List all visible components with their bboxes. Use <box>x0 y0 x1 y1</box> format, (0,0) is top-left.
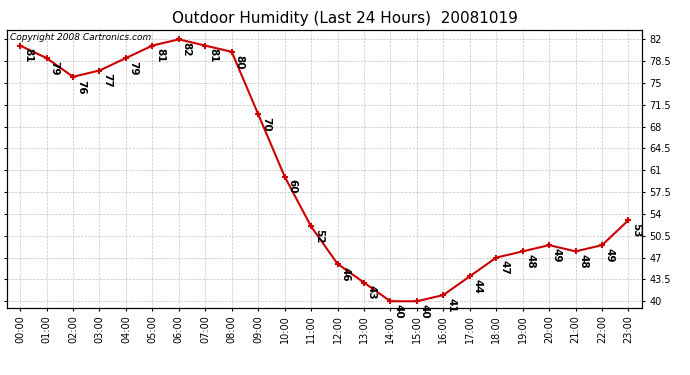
Text: 82: 82 <box>181 42 192 57</box>
Text: 80: 80 <box>235 55 244 69</box>
Text: 79: 79 <box>50 61 59 75</box>
Text: 48: 48 <box>578 254 589 269</box>
Text: Copyright 2008 Cartronics.com: Copyright 2008 Cartronics.com <box>10 33 151 42</box>
Text: 49: 49 <box>552 248 562 262</box>
Text: 52: 52 <box>314 229 324 244</box>
Text: 81: 81 <box>208 48 218 63</box>
Text: 70: 70 <box>261 117 271 132</box>
Text: 47: 47 <box>499 260 509 275</box>
Text: 48: 48 <box>526 254 535 269</box>
Text: 49: 49 <box>605 248 615 262</box>
Text: 40: 40 <box>393 304 403 319</box>
Text: 41: 41 <box>446 298 456 312</box>
Text: 43: 43 <box>367 285 377 300</box>
Text: 46: 46 <box>340 267 351 281</box>
Text: 44: 44 <box>473 279 482 294</box>
Text: 76: 76 <box>76 80 86 94</box>
Text: Outdoor Humidity (Last 24 Hours)  20081019: Outdoor Humidity (Last 24 Hours) 2008101… <box>172 11 518 26</box>
Text: 60: 60 <box>288 179 297 194</box>
Text: 81: 81 <box>155 48 165 63</box>
Text: 79: 79 <box>129 61 139 75</box>
Text: 40: 40 <box>420 304 430 319</box>
Text: 53: 53 <box>631 223 641 237</box>
Text: 77: 77 <box>102 73 112 88</box>
Text: 81: 81 <box>23 48 33 63</box>
